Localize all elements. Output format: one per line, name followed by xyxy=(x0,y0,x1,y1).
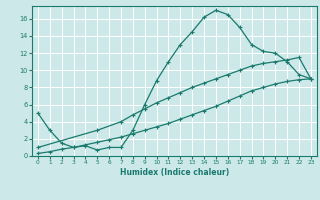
X-axis label: Humidex (Indice chaleur): Humidex (Indice chaleur) xyxy=(120,168,229,177)
